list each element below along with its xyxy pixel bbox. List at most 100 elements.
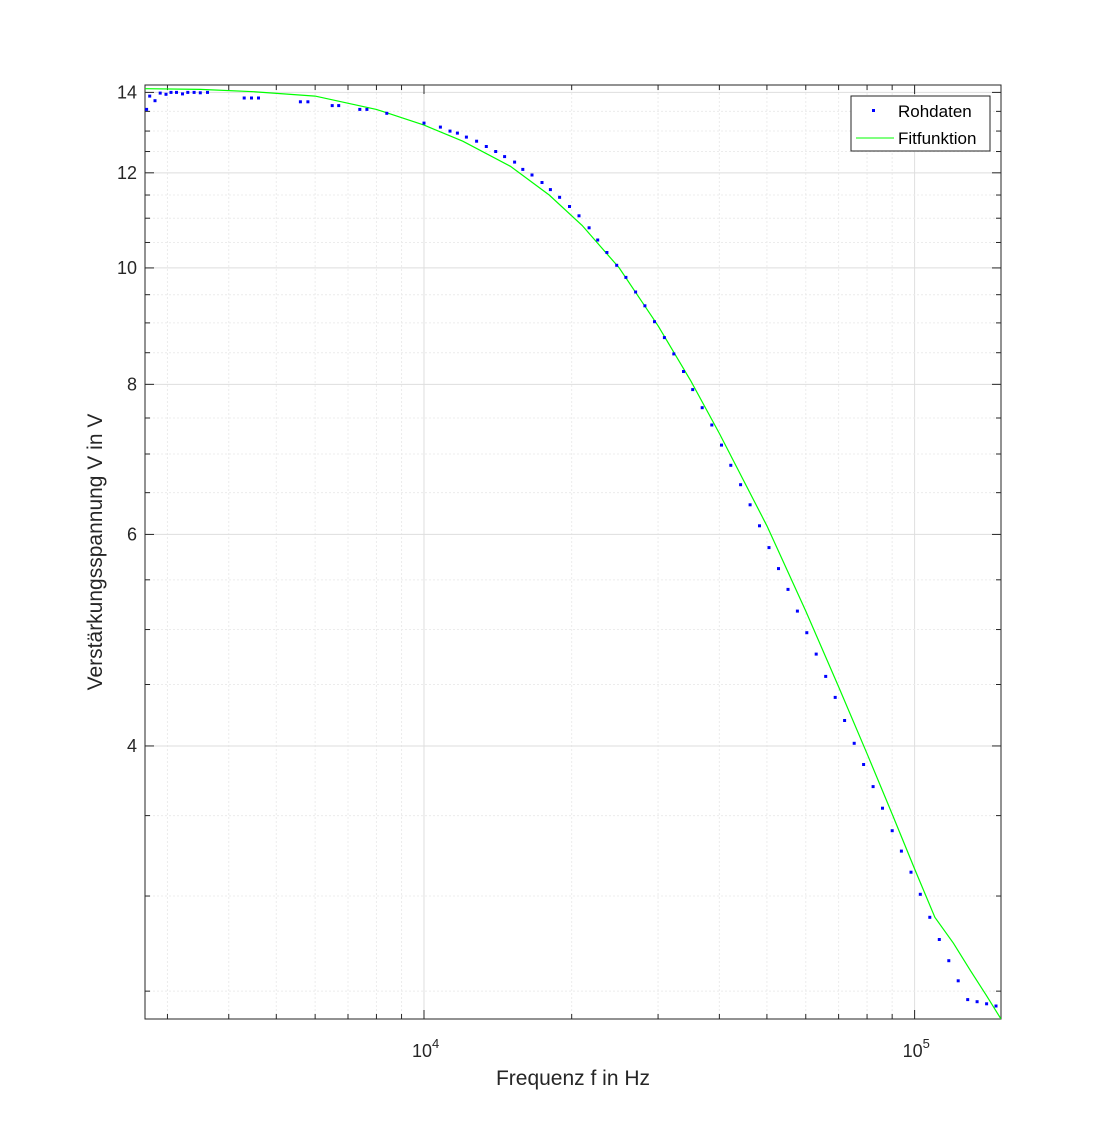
- legend: Rohdaten Fitfunktion: [850, 95, 991, 152]
- y-tick-label: 12: [117, 163, 137, 183]
- raw-data-point: [464, 135, 468, 139]
- raw-data-point: [662, 336, 666, 340]
- y-tick-label: 6: [127, 524, 137, 544]
- raw-data-point: [918, 892, 922, 896]
- raw-data-point: [615, 263, 619, 267]
- x-tick-label-base: 10: [412, 1041, 432, 1061]
- raw-data-point: [871, 785, 875, 789]
- raw-data-point: [691, 388, 695, 392]
- raw-data-point: [985, 1002, 989, 1006]
- raw-data-point: [643, 304, 647, 308]
- raw-data-point: [672, 352, 676, 356]
- raw-data-point: [455, 131, 459, 135]
- raw-data-point: [729, 463, 733, 467]
- raw-data-point: [494, 150, 498, 153]
- raw-data-point: [899, 849, 903, 853]
- raw-data-point: [257, 96, 260, 100]
- raw-data-point: [966, 998, 970, 1002]
- raw-data-point: [975, 1000, 979, 1004]
- raw-data-point: [605, 251, 609, 254]
- x-tick-label-exponent: 5: [923, 1036, 930, 1051]
- legend-marker-rohdaten: [872, 109, 875, 112]
- raw-data-point: [298, 100, 302, 104]
- raw-data-point: [587, 226, 591, 230]
- raw-data-point: [164, 92, 168, 96]
- plot-frame: [144, 84, 1002, 1020]
- raw-data-point: [795, 609, 799, 613]
- raw-data-point: [548, 188, 552, 192]
- raw-data-point: [805, 631, 809, 635]
- raw-data-point: [909, 870, 913, 874]
- raw-data-point: [521, 167, 525, 171]
- raw-data-point: [824, 674, 828, 678]
- raw-data-point: [634, 290, 638, 294]
- raw-data-point: [710, 423, 714, 427]
- raw-data-point: [503, 155, 507, 159]
- raw-data-point: [192, 90, 196, 94]
- raw-data-point: [484, 145, 488, 148]
- raw-data-point: [739, 483, 743, 487]
- legend-label-rohdaten: Rohdaten: [898, 102, 972, 121]
- raw-data-point: [242, 96, 246, 100]
- raw-data-point: [596, 238, 600, 242]
- x-tick-label-base: 10: [903, 1041, 923, 1061]
- raw-data-point: [928, 915, 932, 919]
- raw-data-point: [720, 443, 723, 447]
- raw-data-point: [700, 406, 704, 410]
- fit-curve: [145, 88, 1001, 1019]
- x-tick-label: 104: [412, 1036, 439, 1061]
- y-tick-label: 8: [127, 374, 137, 394]
- raw-data-point: [186, 90, 190, 94]
- raw-data-point: [422, 121, 426, 125]
- series-layer: [145, 88, 1001, 1019]
- raw-data-point: [682, 370, 685, 373]
- raw-data-point: [748, 503, 752, 507]
- raw-data-point: [767, 546, 771, 550]
- raw-data-point: [250, 96, 253, 100]
- raw-data-point: [786, 587, 790, 591]
- raw-data-point: [758, 524, 761, 528]
- raw-data-point: [558, 195, 562, 199]
- x-tick-label: 105: [903, 1036, 930, 1061]
- raw-data-point: [777, 567, 780, 571]
- raw-data-point: [475, 139, 479, 143]
- raw-data-point: [153, 99, 157, 103]
- y-axis-label: Verstärkungsspannung V in V: [84, 414, 107, 691]
- raw-data-point: [358, 107, 362, 111]
- raw-data-point: [158, 91, 162, 95]
- legend-label-fitfunktion: Fitfunktion: [898, 129, 976, 148]
- raw-data-point: [385, 111, 389, 115]
- raw-data-point: [862, 763, 866, 766]
- raw-data-point: [145, 107, 149, 111]
- raw-data-point: [330, 104, 334, 108]
- raw-data-point: [814, 652, 818, 656]
- raw-data-point: [365, 107, 369, 111]
- raw-data-point: [653, 320, 656, 324]
- tick-marks: [145, 85, 1001, 1019]
- x-tick-label-exponent: 4: [432, 1036, 439, 1051]
- plot-area: [145, 85, 1001, 1019]
- raw-data-point: [994, 1004, 998, 1008]
- raw-data-point: [448, 129, 452, 133]
- raw-data-point: [438, 125, 442, 129]
- y-tick-label: 10: [117, 258, 137, 278]
- raw-data-point: [624, 275, 628, 279]
- legend-box: [850, 95, 991, 152]
- raw-data-point: [577, 214, 581, 218]
- raw-data-point: [956, 979, 960, 983]
- raw-data-point: [148, 94, 152, 98]
- y-tick-label: 4: [127, 736, 137, 756]
- raw-data-point: [306, 100, 310, 104]
- raw-data-point: [206, 90, 209, 94]
- y-tick-label: 14: [117, 82, 137, 102]
- raw-data-point: [513, 160, 517, 164]
- raw-data-point: [530, 173, 534, 177]
- raw-data-point: [843, 719, 847, 722]
- raw-data-point: [181, 92, 184, 96]
- raw-data-point: [937, 938, 941, 941]
- raw-data-point: [169, 90, 173, 94]
- raw-data-point: [337, 104, 341, 108]
- raw-data-point: [540, 181, 544, 184]
